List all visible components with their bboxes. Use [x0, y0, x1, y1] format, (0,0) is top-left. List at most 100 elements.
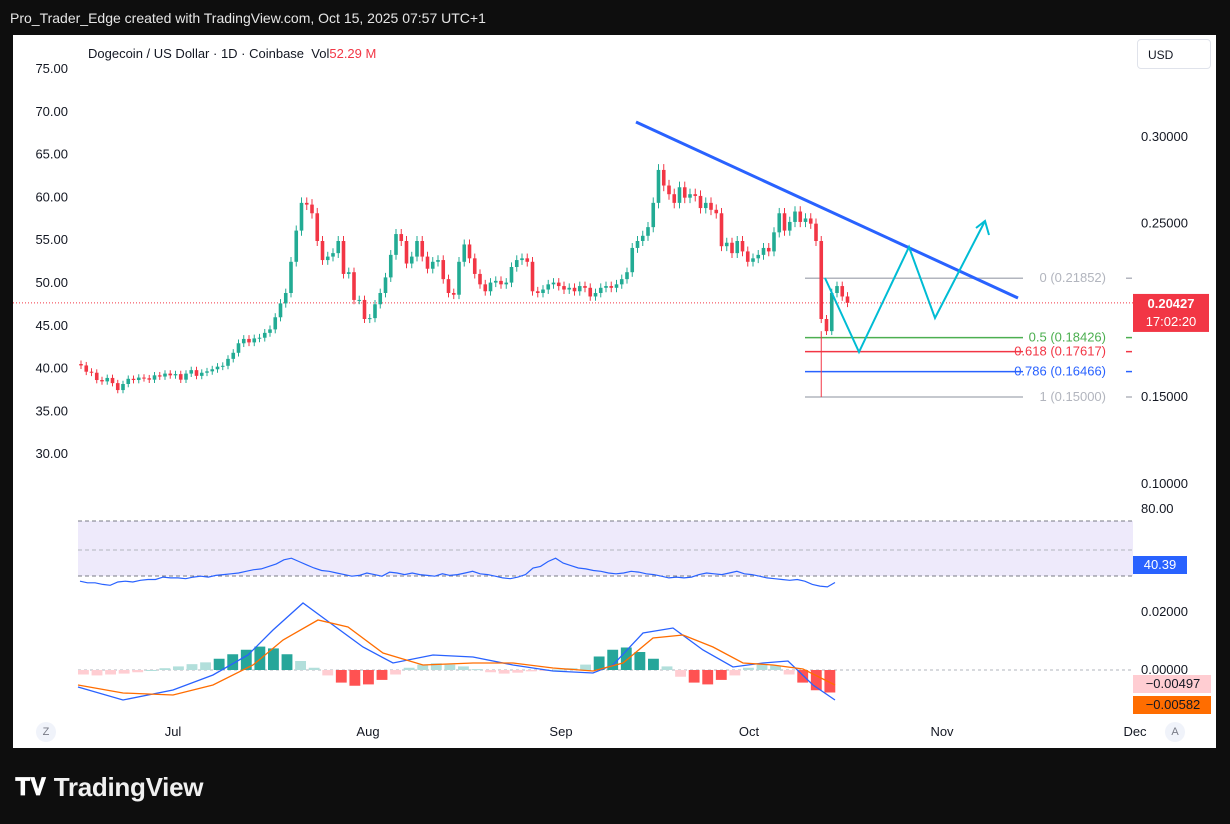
macd-histogram-bar: [227, 654, 239, 670]
left-axis-tick: 65.00: [35, 147, 68, 162]
macd-histogram-bar: [525, 670, 537, 672]
candle-body: [703, 202, 708, 209]
candle-body: [215, 366, 220, 370]
candle-body: [598, 287, 603, 293]
candle-body: [252, 338, 257, 343]
auto-scale-a-button[interactable]: A: [1165, 722, 1185, 742]
left-axis-tick: 45.00: [35, 318, 68, 333]
current-price-value: 0.20427: [1148, 296, 1195, 311]
candle-body: [593, 293, 598, 297]
candle-body: [357, 299, 362, 301]
candle-body: [530, 261, 535, 292]
macd-histogram-bar: [648, 658, 659, 670]
macd-histogram-bar: [322, 670, 334, 676]
time-axis-label: Aug: [356, 724, 379, 739]
macd-histogram-bar: [756, 664, 768, 670]
candle-body: [735, 241, 740, 254]
left-axis-tick: 60.00: [35, 189, 68, 204]
macd-histogram-bar: [539, 670, 551, 671]
candle-body: [394, 234, 398, 255]
candle-body: [231, 352, 236, 359]
macd-histogram-bar: [335, 670, 347, 683]
candle-body: [320, 241, 325, 261]
candle-body: [808, 218, 813, 224]
macd-histogram-bar: [729, 670, 741, 676]
candle-body: [131, 378, 136, 381]
macd-histogram-bar: [661, 666, 673, 670]
time-axis-label: Dec: [1123, 724, 1147, 739]
candle-body: [661, 169, 666, 186]
candle-body: [142, 377, 146, 379]
candle-body: [472, 258, 477, 274]
time-axis-label: Sep: [549, 724, 572, 739]
left-axis-tick: 30.00: [35, 446, 68, 461]
macd-histogram-bar: [390, 670, 401, 675]
candle-body: [409, 256, 414, 264]
candle-body: [814, 223, 818, 241]
candle-body: [262, 332, 267, 338]
candle-body: [346, 272, 351, 274]
candle-body: [367, 318, 372, 320]
macd-histogram-bar: [593, 656, 605, 670]
candle-body: [220, 365, 225, 367]
price-chart[interactable]: 75.00 70.00 65.00 60.00 55.00 50.00 45.00 40.00…: [13, 35, 1216, 748]
candle-body: [451, 293, 456, 295]
macd-histogram-bar: [430, 663, 442, 670]
macd-line: [77, 602, 836, 701]
macd-histogram-bar: [281, 654, 293, 670]
macd-histogram-bar: [444, 664, 456, 670]
candle-body: [467, 244, 472, 259]
candle-body: [415, 241, 419, 257]
macd-histogram-bar: [200, 662, 211, 670]
candle-body: [520, 258, 524, 261]
candle-body: [677, 187, 682, 203]
macd-histogram-bar: [186, 664, 198, 670]
candle-body: [635, 241, 640, 248]
candle-body: [709, 202, 713, 210]
macd-histogram-bar: [770, 665, 781, 670]
signal-value-badge: [1133, 696, 1211, 714]
macd-histogram-bar: [349, 670, 361, 686]
candle-body: [336, 241, 341, 254]
trendline: [635, 120, 1019, 300]
candle-body: [630, 247, 635, 273]
macd-histogram-bar: [824, 670, 836, 693]
candle-body: [824, 319, 829, 332]
candle-body: [352, 272, 356, 300]
bar-countdown: 17:02:20: [1146, 314, 1197, 329]
macd-histogram-bar: [743, 667, 754, 670]
candle-body: [126, 378, 131, 384]
candle-body: [331, 253, 335, 257]
candle-body: [199, 372, 204, 376]
chart-title: Dogecoin / US Dollar · 1D · Coinbase Vol…: [88, 46, 376, 61]
candle-body: [362, 299, 367, 319]
candle-body: [541, 289, 545, 293]
time-axis-label: Jul: [165, 724, 182, 739]
macd-value: −0.00497: [1146, 676, 1201, 691]
candle-body: [698, 195, 703, 209]
candle-body: [383, 277, 388, 293]
candle-body: [115, 383, 120, 391]
candle-body: [289, 261, 293, 293]
candle-body: [756, 254, 761, 259]
candle-body: [525, 258, 530, 262]
candle-body: [105, 377, 110, 382]
candle-body: [483, 284, 488, 292]
candle-body: [388, 254, 393, 278]
candle-body: [399, 234, 404, 241]
zoom-z-button[interactable]: Z: [36, 722, 56, 742]
fib-level-label: 0 (0.21852): [1040, 270, 1107, 285]
volume-value: 52.29 M: [329, 46, 377, 61]
left-axis-tick: 35.00: [35, 403, 68, 418]
candle-body: [341, 241, 346, 274]
macd-histogram-bar: [145, 670, 157, 671]
macd-histogram-bar: [471, 669, 483, 671]
macd-axis-tick: 0.02000: [1141, 604, 1188, 619]
candle-body: [509, 267, 514, 283]
candle-body: [682, 187, 687, 198]
currency-button[interactable]: USD: [1137, 39, 1211, 69]
macd-histogram-bar: [620, 647, 632, 670]
candle-body: [745, 251, 750, 262]
macd-histogram-bar: [105, 670, 116, 675]
chart-panel[interactable]: Dogecoin / US Dollar · 1D · Coinbase Vol…: [13, 35, 1216, 748]
